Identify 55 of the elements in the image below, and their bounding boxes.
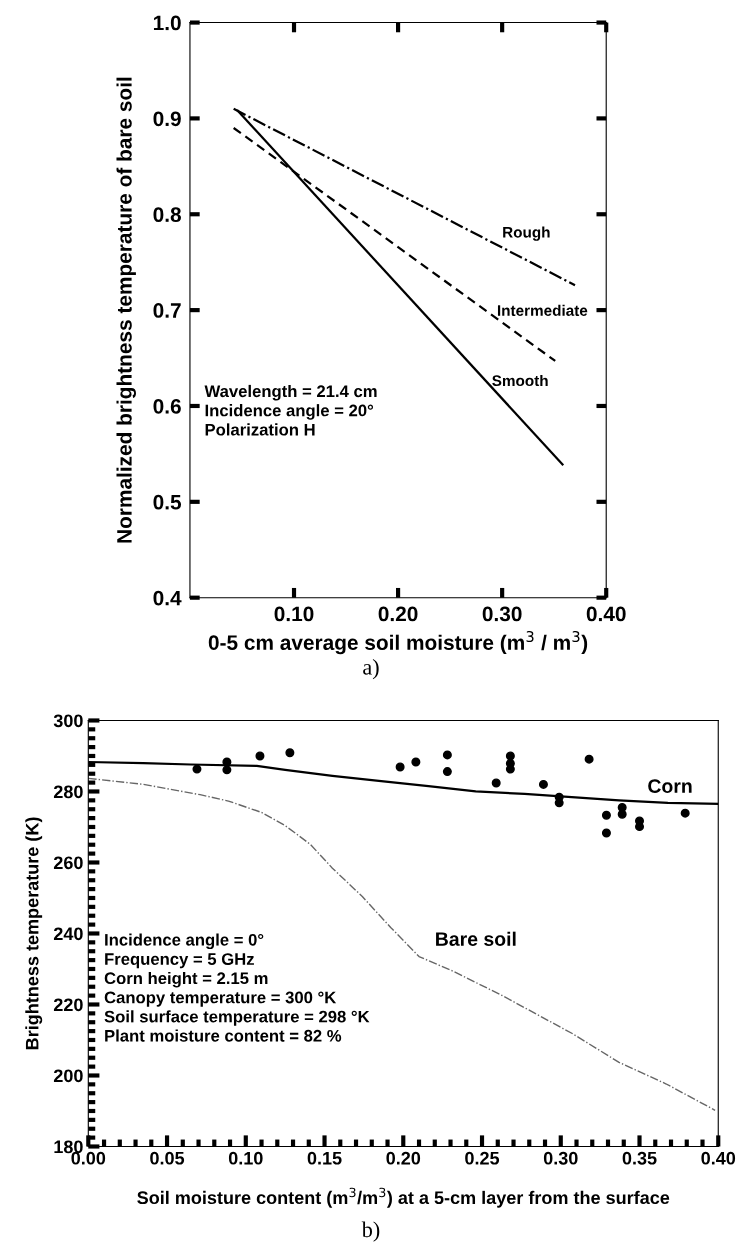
- x-tick-label: 0.40: [586, 606, 626, 622]
- y-tick-label: 200: [53, 1069, 83, 1083]
- y-tick-label: 0.7: [153, 303, 181, 318]
- line-series: [88, 777, 716, 1111]
- annotation: Wavelength = 21.4 cm Incidence angle = 20° Polarization H: [204, 384, 377, 436]
- y-tick-label: 0.5: [153, 494, 182, 510]
- point: [395, 762, 405, 772]
- point: [222, 765, 232, 775]
- x-tick-label: 0.05: [150, 1151, 185, 1165]
- point: [584, 754, 594, 764]
- y-tick-label: 300: [53, 714, 83, 728]
- y-tick-label: 240: [53, 927, 83, 941]
- x-tick-label: 0.25: [465, 1151, 500, 1165]
- annotation: Intermediate: [497, 304, 588, 316]
- x-tick-label: 0.20: [386, 1151, 421, 1165]
- y-tick-label: 280: [53, 785, 83, 799]
- x-tick-label: 0.10: [228, 1151, 263, 1165]
- y-tick-label: 220: [53, 998, 83, 1012]
- x-tick-label: 0.40: [701, 1151, 736, 1165]
- x-axis-title: 0-5 cm average soil moisture (m$^{3}$ / m$^{3}$): [208, 630, 588, 655]
- point: [255, 751, 265, 761]
- point: [601, 810, 611, 820]
- point: [601, 828, 611, 838]
- x-tick-label: 0.15: [307, 1151, 342, 1165]
- x-tick-label: 0.30: [482, 606, 522, 622]
- point: [442, 767, 452, 777]
- y-axis-title: Normalized brightness temperature of bare soil: [116, 77, 136, 543]
- point: [285, 748, 295, 758]
- x-axis-title: Soil moisture content (m$^{3}$/m$^{3}$) at a 5-cm layer from the surface: [137, 1187, 670, 1208]
- point: [680, 808, 690, 818]
- y-tick-label: 0.4: [153, 590, 182, 606]
- y-tick-label: 0.9: [153, 111, 181, 127]
- point: [442, 750, 452, 760]
- x-tick-label: 0.20: [378, 606, 418, 622]
- point: [192, 764, 202, 774]
- x-tick-label: 0.10: [274, 606, 314, 622]
- point: [538, 779, 548, 789]
- y-tick-label: 0.6: [153, 398, 181, 414]
- point: [505, 751, 515, 761]
- y-tick-label: 260: [53, 856, 83, 870]
- text: b): [361, 1221, 380, 1242]
- annotation: Smooth: [492, 374, 548, 387]
- annotation: Incidence angle = 0° Frequency = 5 GHz Corn height = 2.15 m Canopy temperature = 300 °K Soil surface temperature = 298 °K Plant moisture content = 82 %: [104, 933, 370, 1042]
- annotation: Bare soil: [436, 931, 516, 946]
- y-tick-label: 1.0: [153, 15, 181, 31]
- y-tick-label: 0.8: [153, 207, 181, 223]
- point: [411, 757, 421, 767]
- text: a): [363, 659, 379, 680]
- x-tick-label: 0.35: [622, 1151, 657, 1165]
- annotation: Corn: [648, 779, 692, 794]
- y-axis-title: Brightness temperature (K): [25, 817, 43, 1050]
- point: [617, 809, 627, 819]
- x-tick-label: 0.30: [543, 1151, 578, 1165]
- annotation: Rough: [503, 226, 550, 241]
- point: [491, 778, 501, 788]
